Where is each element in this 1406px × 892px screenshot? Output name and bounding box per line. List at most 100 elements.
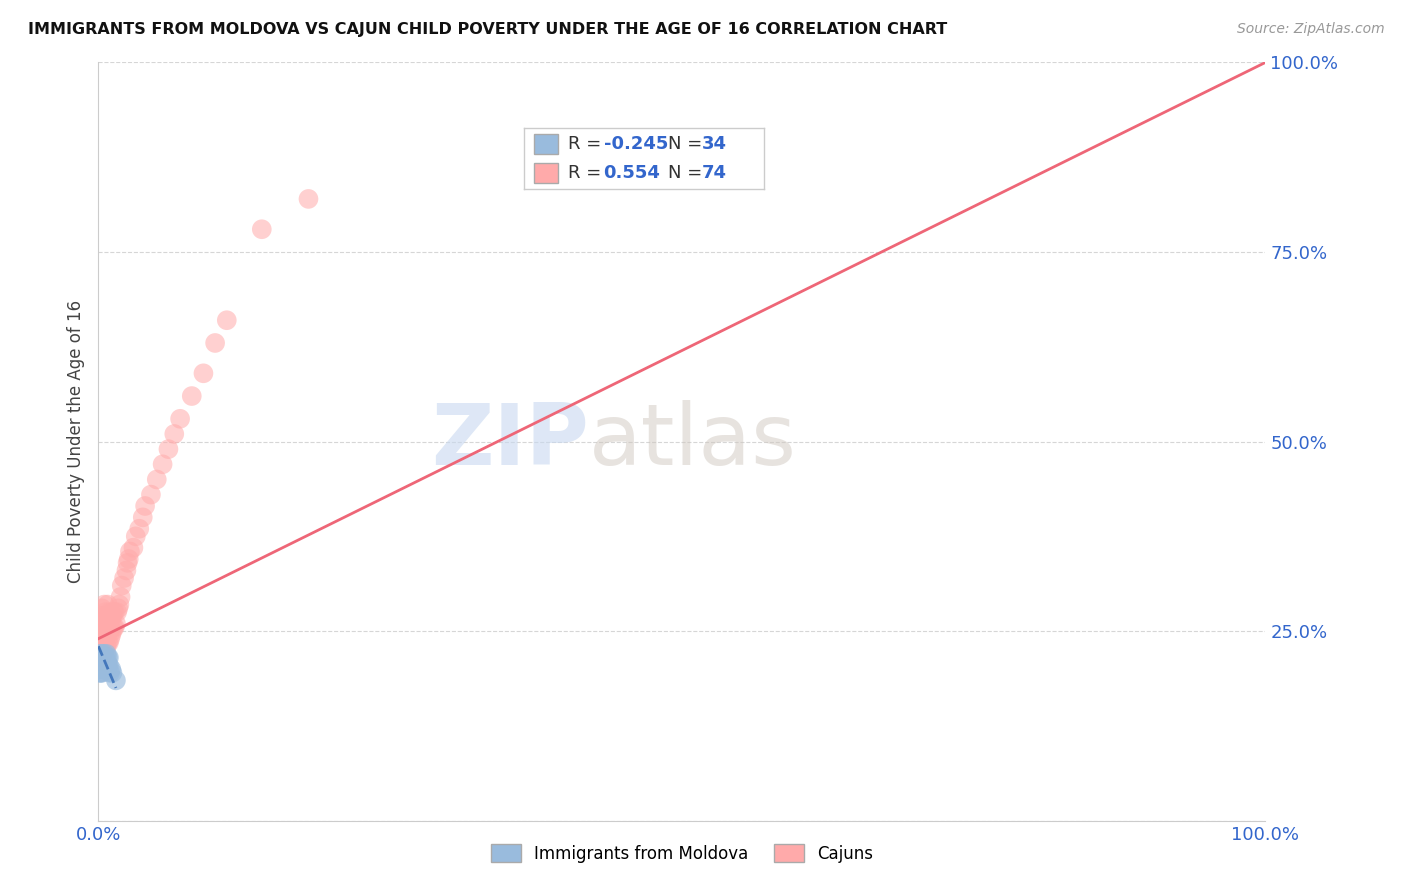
Point — [139, 487, 162, 501]
Point — [96, 613, 118, 627]
Point — [97, 624, 120, 639]
Text: R =: R = — [568, 136, 606, 153]
Point — [97, 658, 120, 673]
Point — [112, 571, 135, 585]
Point — [297, 192, 319, 206]
Point — [90, 628, 112, 642]
Text: 0.554: 0.554 — [603, 164, 661, 182]
Point — [100, 628, 122, 642]
Point — [128, 522, 150, 536]
Point — [97, 650, 120, 665]
Text: atlas: atlas — [589, 400, 797, 483]
Point — [122, 541, 145, 555]
Point — [152, 458, 174, 472]
Point — [91, 620, 114, 634]
Point — [90, 655, 112, 669]
Point — [89, 632, 111, 646]
Legend: Immigrants from Moldova, Cajuns: Immigrants from Moldova, Cajuns — [484, 838, 880, 869]
Point — [101, 665, 124, 680]
Point — [91, 662, 114, 676]
Point — [90, 662, 112, 676]
Point — [93, 632, 115, 646]
Point — [107, 601, 129, 615]
Point — [89, 647, 111, 661]
Point — [98, 605, 121, 619]
Point — [169, 412, 191, 426]
Point — [93, 658, 115, 673]
Point — [90, 650, 112, 665]
Point — [94, 620, 117, 634]
Point — [91, 608, 114, 623]
Point — [90, 665, 112, 680]
Point — [94, 605, 117, 619]
Text: IMMIGRANTS FROM MOLDOVA VS CAJUN CHILD POVERTY UNDER THE AGE OF 16 CORRELATION C: IMMIGRANTS FROM MOLDOVA VS CAJUN CHILD P… — [28, 22, 948, 37]
Point — [204, 335, 226, 350]
Point — [146, 473, 169, 487]
Point — [250, 222, 273, 236]
FancyBboxPatch shape — [534, 163, 558, 183]
Point — [125, 529, 148, 543]
Point — [118, 544, 141, 558]
Point — [93, 647, 115, 661]
Point — [134, 499, 156, 513]
Point — [101, 608, 124, 623]
Point — [104, 620, 127, 634]
Point — [89, 665, 111, 680]
Point — [90, 655, 112, 669]
Point — [215, 313, 238, 327]
Point — [96, 647, 118, 661]
Point — [97, 635, 120, 649]
Point — [97, 598, 120, 612]
Point — [90, 639, 112, 653]
Point — [90, 647, 112, 661]
FancyBboxPatch shape — [534, 135, 558, 154]
Point — [94, 643, 117, 657]
Point — [96, 662, 118, 676]
Text: ZIP: ZIP — [430, 400, 589, 483]
Text: Source: ZipAtlas.com: Source: ZipAtlas.com — [1237, 22, 1385, 37]
Point — [115, 564, 138, 578]
Point — [90, 628, 112, 642]
Point — [91, 658, 114, 673]
Point — [96, 628, 118, 642]
Point — [89, 658, 111, 673]
Point — [93, 643, 115, 657]
Point — [105, 605, 128, 619]
Point — [163, 427, 186, 442]
Point — [104, 673, 127, 688]
Point — [103, 605, 125, 619]
Y-axis label: Child Poverty Under the Age of 16: Child Poverty Under the Age of 16 — [66, 300, 84, 583]
Point — [94, 650, 117, 665]
Point — [90, 601, 112, 615]
Point — [90, 655, 112, 669]
Point — [103, 620, 125, 634]
Point — [97, 635, 120, 649]
Point — [90, 616, 112, 631]
Point — [93, 620, 115, 634]
Point — [96, 639, 118, 653]
Point — [89, 650, 111, 665]
Point — [96, 655, 118, 669]
Point — [117, 556, 139, 570]
Point — [104, 616, 127, 631]
Point — [91, 650, 114, 665]
Point — [110, 590, 132, 604]
Point — [90, 662, 112, 676]
Point — [90, 658, 112, 673]
Point — [97, 613, 120, 627]
Point — [118, 552, 141, 566]
Point — [89, 662, 111, 676]
Text: 74: 74 — [702, 164, 727, 182]
Point — [93, 662, 115, 676]
Point — [91, 647, 114, 661]
Point — [98, 620, 121, 634]
Point — [157, 442, 180, 457]
Point — [90, 639, 112, 653]
Point — [108, 598, 131, 612]
Point — [98, 665, 121, 680]
Point — [104, 605, 127, 619]
Point — [193, 366, 215, 380]
Text: -0.245: -0.245 — [603, 136, 668, 153]
Point — [111, 579, 134, 593]
Point — [90, 616, 112, 631]
